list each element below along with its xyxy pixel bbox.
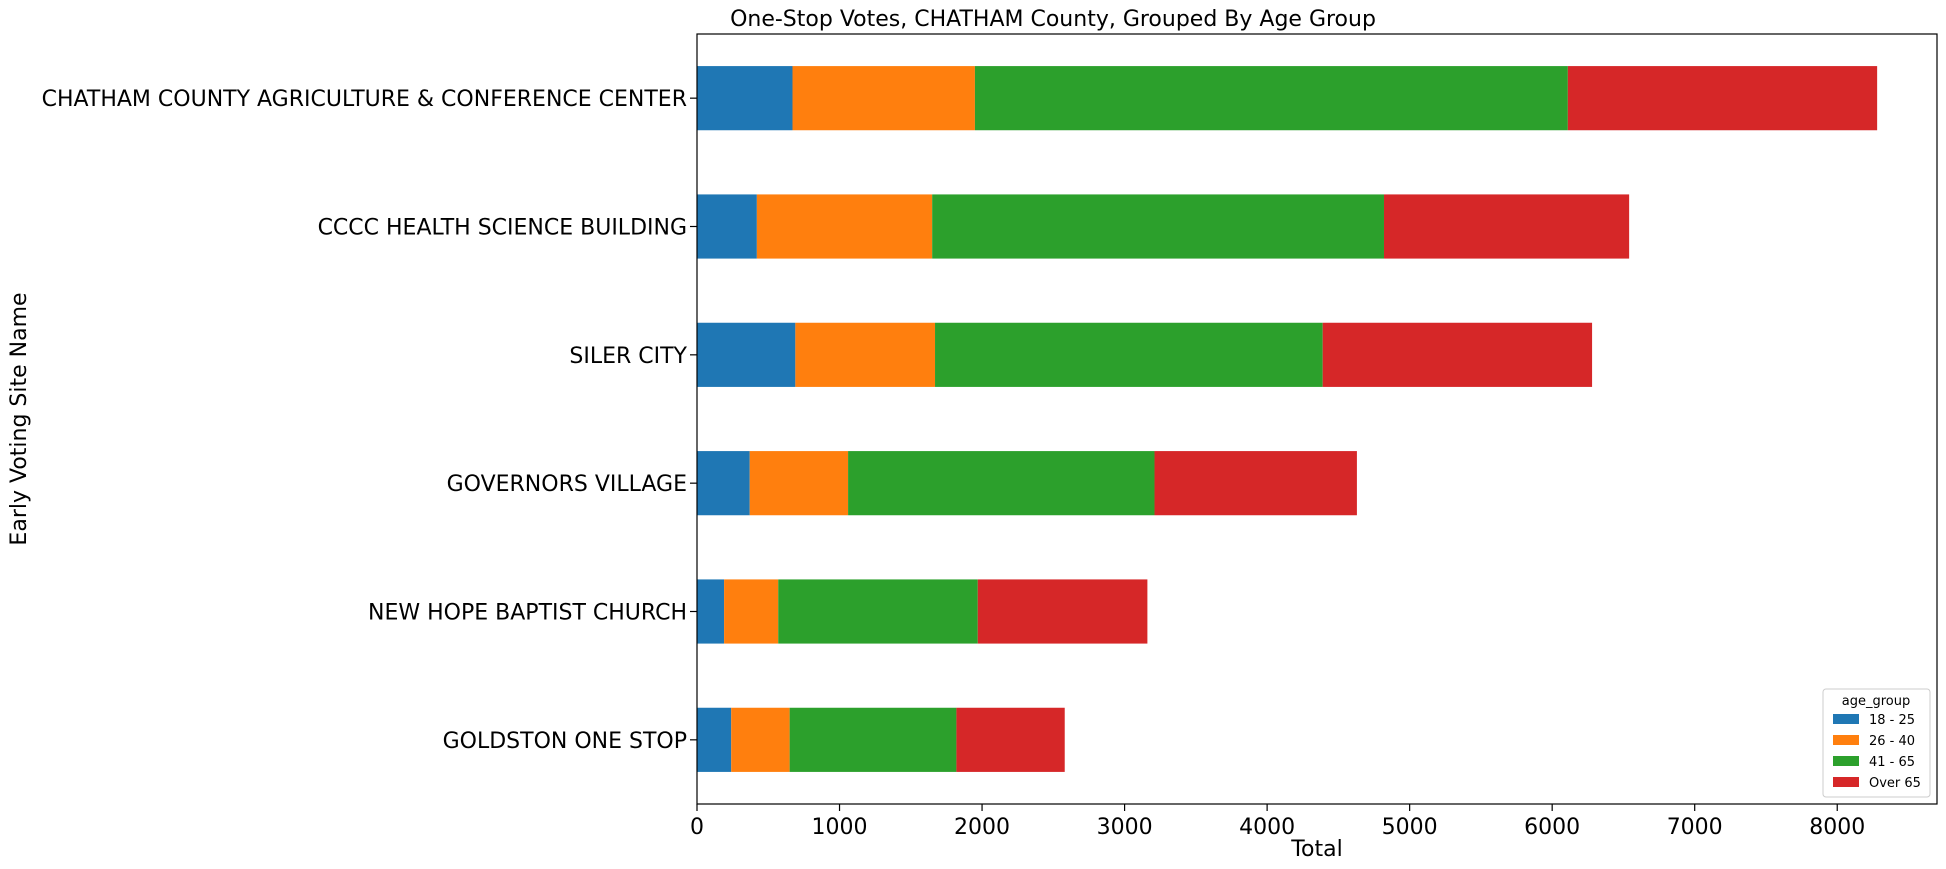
bar-over-65-1 bbox=[1383, 194, 1630, 259]
bar-18-25-5 bbox=[697, 707, 732, 772]
bar-26-40-3 bbox=[749, 451, 849, 516]
x-tick-label: 2000 bbox=[954, 815, 1010, 840]
bar-over-65-2 bbox=[1322, 322, 1593, 387]
x-axis: 0 1000 2000 3000 4000 5000 6000 7000 8000 bbox=[690, 804, 1865, 840]
legend-swatch bbox=[1833, 735, 1859, 745]
bar-41-65-4 bbox=[778, 579, 978, 644]
bar-over-65-5 bbox=[956, 707, 1065, 772]
y-tick-label: GOLDSTON ONE STOP bbox=[443, 729, 687, 754]
legend-swatch bbox=[1833, 777, 1859, 787]
plot-frame bbox=[696, 33, 1938, 805]
bar-18-25-0 bbox=[697, 66, 793, 131]
legend-swatch bbox=[1833, 756, 1859, 766]
chart-title: One-Stop Votes, CHATHAM County, Grouped … bbox=[730, 7, 1376, 32]
bar-26-40-2 bbox=[795, 322, 936, 387]
bar-41-65-3 bbox=[848, 451, 1155, 516]
bar-41-65-5 bbox=[789, 707, 957, 772]
bar-18-25-2 bbox=[697, 322, 796, 387]
legend-swatch bbox=[1833, 714, 1859, 724]
x-tick-label: 0 bbox=[690, 815, 704, 840]
bar-over-65-0 bbox=[1567, 66, 1878, 131]
bar-26-40-1 bbox=[756, 194, 933, 259]
x-tick-label: 1000 bbox=[812, 815, 868, 840]
legend: age_group 18 - 25 26 - 40 41 - 65 Over 65 bbox=[1822, 688, 1931, 798]
bar-over-65-3 bbox=[1154, 451, 1357, 516]
legend-items: 18 - 25 26 - 40 41 - 65 Over 65 bbox=[1833, 713, 1921, 791]
x-tick-label: 6000 bbox=[1524, 815, 1580, 840]
x-tick-label: 8000 bbox=[1809, 815, 1865, 840]
y-tick-label: NEW HOPE BAPTIST CHURCH bbox=[368, 601, 687, 626]
x-tick-label: 4000 bbox=[1239, 815, 1295, 840]
y-axis: CHATHAM COUNTY AGRICULTURE & CONFERENCE … bbox=[42, 87, 697, 754]
bar-over-65-4 bbox=[977, 579, 1148, 644]
x-tick-label: 5000 bbox=[1382, 815, 1438, 840]
bars-layer bbox=[697, 66, 1878, 772]
x-tick-label: 7000 bbox=[1667, 815, 1723, 840]
bar-41-65-0 bbox=[974, 66, 1568, 131]
y-tick-label: CHATHAM COUNTY AGRICULTURE & CONFERENCE … bbox=[42, 87, 687, 112]
bar-18-25-4 bbox=[697, 579, 725, 644]
y-tick-label: CCCC HEALTH SCIENCE BUILDING bbox=[318, 216, 687, 241]
legend-label: 26 - 40 bbox=[1869, 734, 1915, 749]
bar-41-65-2 bbox=[935, 322, 1323, 387]
x-tick-label: 3000 bbox=[1097, 815, 1153, 840]
bar-18-25-3 bbox=[697, 451, 750, 516]
bar-26-40-5 bbox=[731, 707, 790, 772]
bar-26-40-4 bbox=[724, 579, 779, 644]
bar-26-40-0 bbox=[792, 66, 975, 131]
y-axis-label: Early Voting Site Name bbox=[7, 292, 32, 545]
x-axis-label: Total bbox=[1290, 837, 1342, 862]
legend-label: Over 65 bbox=[1869, 776, 1921, 791]
bar-41-65-1 bbox=[932, 194, 1384, 259]
legend-title: age_group bbox=[1842, 694, 1910, 709]
legend-label: 41 - 65 bbox=[1869, 755, 1915, 770]
legend-label: 18 - 25 bbox=[1869, 713, 1915, 728]
bar-18-25-1 bbox=[697, 194, 757, 259]
y-tick-label: GOVERNORS VILLAGE bbox=[447, 472, 687, 497]
y-tick-label: SILER CITY bbox=[569, 344, 687, 369]
